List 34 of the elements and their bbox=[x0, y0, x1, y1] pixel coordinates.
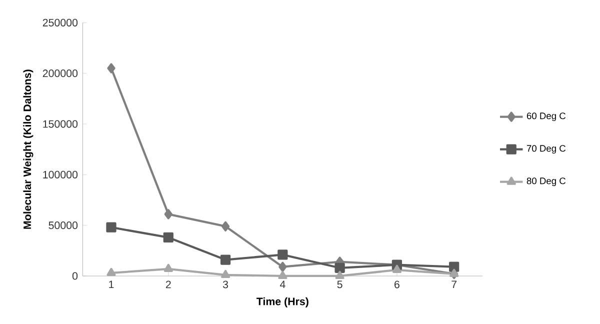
y-axis-title: Molecular Weight (Kilo Daltons) bbox=[23, 70, 34, 229]
y-tick-label: 0 bbox=[72, 272, 78, 280]
y-tick-label: 100000 bbox=[43, 170, 78, 178]
point bbox=[106, 268, 116, 276]
point bbox=[106, 222, 116, 232]
x-tick-label: 4 bbox=[280, 280, 286, 288]
y-tick-label: 50000 bbox=[48, 222, 78, 230]
y-tick-label: 150000 bbox=[43, 120, 78, 128]
x-tick-label: 1 bbox=[109, 280, 114, 288]
point bbox=[164, 264, 173, 272]
point bbox=[392, 264, 402, 273]
point bbox=[220, 270, 230, 278]
point bbox=[163, 232, 174, 243]
point bbox=[278, 262, 287, 272]
x-tick-label: 7 bbox=[452, 280, 457, 288]
point bbox=[449, 262, 460, 272]
legend-label: 70 Deg C bbox=[526, 145, 566, 154]
y-tick-label: 200000 bbox=[42, 70, 78, 78]
point bbox=[278, 270, 288, 280]
legend-label: 80 Deg C bbox=[526, 178, 566, 186]
point bbox=[164, 209, 172, 220]
x-axis-title: Time (Hrs) bbox=[256, 297, 308, 308]
point bbox=[278, 250, 288, 260]
point bbox=[107, 63, 116, 74]
x-tick-label: 2 bbox=[166, 280, 171, 288]
y-tick-label: 250000 bbox=[42, 18, 78, 26]
point bbox=[221, 221, 230, 232]
x-tick-label: 3 bbox=[222, 280, 228, 288]
point bbox=[220, 254, 231, 265]
x-tick-label: 6 bbox=[394, 280, 400, 288]
point bbox=[334, 262, 345, 273]
legend-label: 60 Deg C bbox=[526, 112, 566, 122]
x-tick-label: 5 bbox=[337, 280, 342, 288]
point bbox=[335, 270, 344, 280]
